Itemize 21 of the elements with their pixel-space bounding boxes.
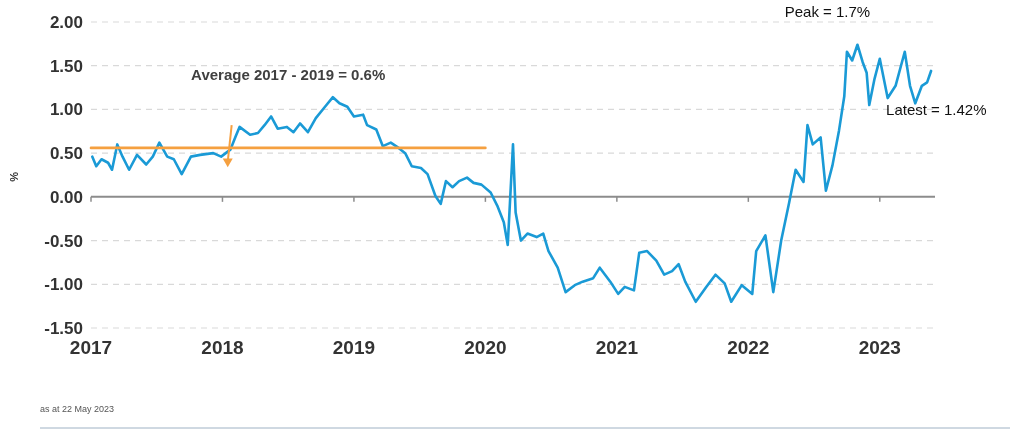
y-tick-label: 0.50 bbox=[49, 144, 83, 164]
y-tick-label: -0.50 bbox=[44, 231, 83, 251]
y-tick-label: 1.00 bbox=[49, 100, 83, 120]
line-series bbox=[91, 43, 933, 304]
x-tick-label: 2022 bbox=[727, 337, 770, 358]
y-tick-label: 1.50 bbox=[49, 56, 83, 76]
x-tick-label: 2018 bbox=[201, 337, 244, 358]
annotation: Latest = 1.42% bbox=[886, 100, 987, 118]
x-tick-label: 2020 bbox=[464, 337, 507, 358]
annotation: Peak = 1.7% bbox=[784, 2, 871, 20]
text: as at 22 May 2023 bbox=[40, 404, 115, 414]
annotation: Average 2017 - 2019 = 0.6% bbox=[191, 66, 386, 83]
y-axis-title: % bbox=[8, 171, 20, 182]
y-tick-label: -1.50 bbox=[44, 319, 83, 338]
x-tick-label: 2023 bbox=[858, 337, 901, 358]
x-tick-label: 2019 bbox=[332, 337, 376, 358]
x-tick-label: 2021 bbox=[595, 337, 639, 358]
y-tick-label: 2.00 bbox=[49, 13, 83, 32]
x-tick-label: 2017 bbox=[69, 337, 113, 358]
y-tick-label: -1.00 bbox=[44, 275, 83, 295]
y-tick-label: 0.00 bbox=[49, 187, 83, 207]
